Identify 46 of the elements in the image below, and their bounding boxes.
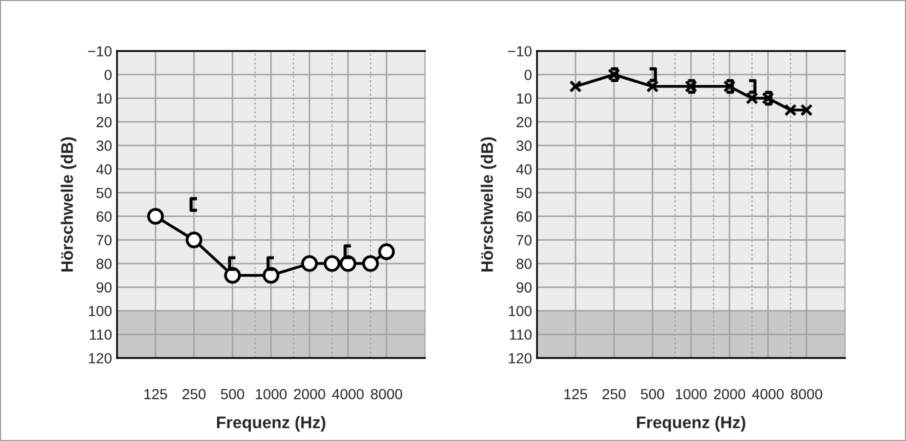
x-tick-label: 4000 (752, 388, 784, 400)
y-tick-label: 80 (96, 258, 112, 269)
x-tick-label: 8000 (790, 388, 822, 400)
y-tick-label: 60 (96, 211, 112, 222)
y-tick-label: 40 (96, 164, 112, 175)
y-tick-label: 90 (516, 282, 532, 293)
y-tick-label: 10 (97, 93, 112, 104)
x-tick-label: 250 (182, 388, 206, 400)
y-tick-label: 50 (96, 188, 112, 198)
y-tick-label: 30 (516, 140, 532, 151)
y-tick-label: 110 (90, 329, 112, 340)
x-tick-label: 1000 (256, 388, 287, 400)
y-tick-label: 40 (516, 164, 532, 175)
y-tick-label: 10 (517, 93, 532, 104)
y-tick-label: 0 (104, 70, 112, 80)
x-axis-title: Frequenz (Hz) (217, 416, 326, 432)
y-tick-label: 120 (508, 353, 532, 364)
y-tick-label: 60 (516, 211, 532, 222)
x-tick-label: 500 (640, 388, 664, 400)
y-tick-label: 110 (510, 329, 532, 340)
x-tick-label: 1000 (676, 388, 707, 400)
x-tick-label: 8000 (370, 388, 402, 400)
y-tick-label: 90 (96, 282, 112, 293)
x-tick-label: 125 (564, 388, 588, 400)
x-tick-label: 4000 (332, 388, 364, 400)
y-tick-label: −10 (508, 46, 532, 56)
y-tick-label: 0 (524, 70, 532, 80)
y-tick-label: 70 (96, 235, 112, 246)
y-tick-label: 100 (88, 306, 112, 316)
y-axis-title: Hörschwelle (dB) (480, 137, 496, 272)
x-axis-title: Frequenz (Hz) (637, 416, 746, 432)
y-tick-label: 20 (96, 116, 112, 128)
y-tick-label: 30 (96, 140, 112, 151)
x-tick-label: 250 (602, 388, 626, 400)
y-tick-label: 70 (516, 235, 532, 246)
x-tick-label: 500 (220, 388, 244, 400)
y-tick-label: 20 (516, 116, 532, 128)
x-tick-label: 2000 (294, 388, 326, 400)
y-axis-title: Hörschwelle (dB) (60, 137, 76, 272)
y-tick-label: 50 (516, 188, 532, 198)
y-tick-label: 120 (88, 353, 112, 364)
y-tick-label: −10 (88, 46, 112, 56)
y-tick-label: 80 (516, 258, 532, 269)
y-tick-label: 100 (508, 306, 532, 316)
x-tick-label: 2000 (714, 388, 746, 400)
x-tick-label: 125 (144, 388, 168, 400)
